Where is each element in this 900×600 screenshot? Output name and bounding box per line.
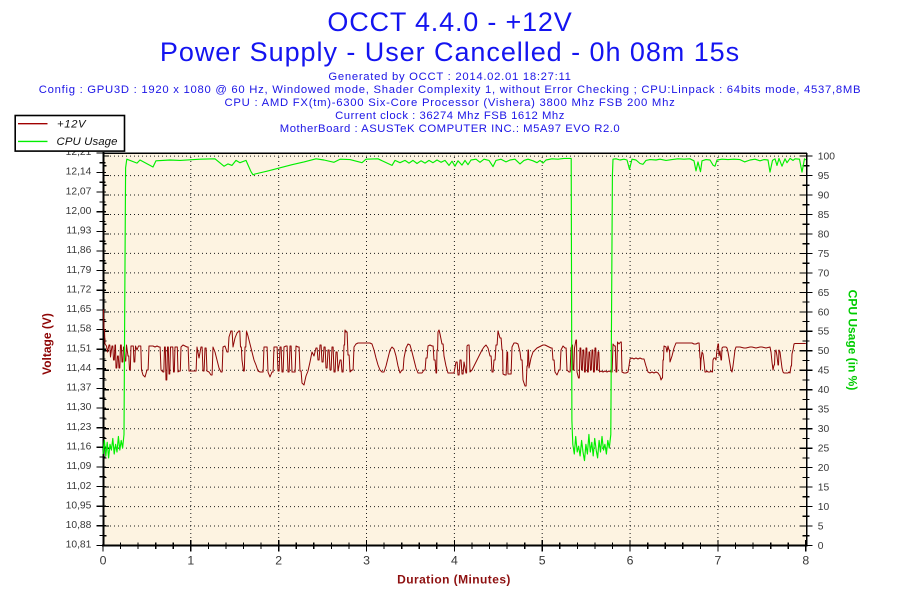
svg-text:Duration (Minutes): Duration (Minutes) bbox=[397, 573, 511, 587]
svg-text:70: 70 bbox=[818, 268, 830, 279]
svg-text:2: 2 bbox=[275, 553, 282, 567]
svg-text:11,16: 11,16 bbox=[66, 442, 91, 453]
svg-text:60: 60 bbox=[818, 307, 830, 318]
svg-text:12,00: 12,00 bbox=[66, 206, 92, 217]
svg-text:10,95: 10,95 bbox=[66, 500, 92, 511]
svg-text:11,23: 11,23 bbox=[66, 422, 91, 433]
svg-text:Voltage (V): Voltage (V) bbox=[40, 313, 54, 375]
svg-text:90: 90 bbox=[818, 190, 830, 201]
svg-text:45: 45 bbox=[818, 366, 830, 377]
svg-text:5: 5 bbox=[539, 553, 546, 567]
svg-text:12,07: 12,07 bbox=[66, 186, 92, 197]
svg-text:15: 15 bbox=[818, 482, 830, 493]
svg-text:20: 20 bbox=[818, 463, 830, 474]
svg-text:11,51: 11,51 bbox=[66, 343, 91, 354]
svg-text:11,72: 11,72 bbox=[66, 284, 91, 295]
svg-text:95: 95 bbox=[818, 171, 830, 182]
svg-text:11,65: 11,65 bbox=[66, 304, 91, 315]
svg-text:11,79: 11,79 bbox=[66, 265, 91, 276]
svg-text:0: 0 bbox=[818, 541, 824, 552]
svg-text:35: 35 bbox=[818, 405, 830, 416]
svg-text:11,86: 11,86 bbox=[66, 245, 91, 256]
svg-text:0: 0 bbox=[100, 553, 107, 567]
svg-text:11,09: 11,09 bbox=[66, 461, 91, 472]
svg-text:CPU Usage: CPU Usage bbox=[57, 136, 118, 148]
svg-text:11,44: 11,44 bbox=[66, 363, 91, 374]
svg-text:100: 100 bbox=[818, 152, 835, 163]
svg-text:+12V: +12V bbox=[57, 118, 87, 130]
svg-text:8: 8 bbox=[802, 553, 809, 567]
svg-text:30: 30 bbox=[818, 424, 830, 435]
svg-text:11,37: 11,37 bbox=[66, 383, 91, 394]
svg-text:7: 7 bbox=[714, 553, 721, 567]
svg-text:10: 10 bbox=[818, 502, 830, 513]
svg-text:10,88: 10,88 bbox=[66, 520, 92, 531]
svg-text:11,30: 11,30 bbox=[66, 402, 91, 413]
svg-text:80: 80 bbox=[818, 229, 830, 240]
svg-text:12,21: 12,21 bbox=[66, 147, 92, 158]
svg-text:75: 75 bbox=[818, 249, 830, 260]
svg-text:5: 5 bbox=[818, 521, 824, 532]
svg-text:1: 1 bbox=[187, 553, 194, 567]
svg-text:10,81: 10,81 bbox=[66, 540, 92, 551]
svg-text:85: 85 bbox=[818, 210, 830, 221]
svg-text:6: 6 bbox=[627, 553, 634, 567]
svg-text:CPU Usage (in %): CPU Usage (in %) bbox=[846, 290, 860, 391]
svg-text:11,93: 11,93 bbox=[66, 226, 91, 237]
svg-text:12,14: 12,14 bbox=[66, 167, 92, 178]
svg-text:55: 55 bbox=[818, 327, 830, 338]
svg-text:11,58: 11,58 bbox=[66, 324, 91, 335]
svg-text:4: 4 bbox=[451, 553, 458, 567]
svg-text:50: 50 bbox=[818, 346, 830, 357]
svg-text:65: 65 bbox=[818, 288, 830, 299]
svg-text:11,02: 11,02 bbox=[66, 481, 91, 492]
svg-text:3: 3 bbox=[363, 553, 370, 567]
svg-text:40: 40 bbox=[818, 385, 830, 396]
svg-text:25: 25 bbox=[818, 444, 830, 455]
